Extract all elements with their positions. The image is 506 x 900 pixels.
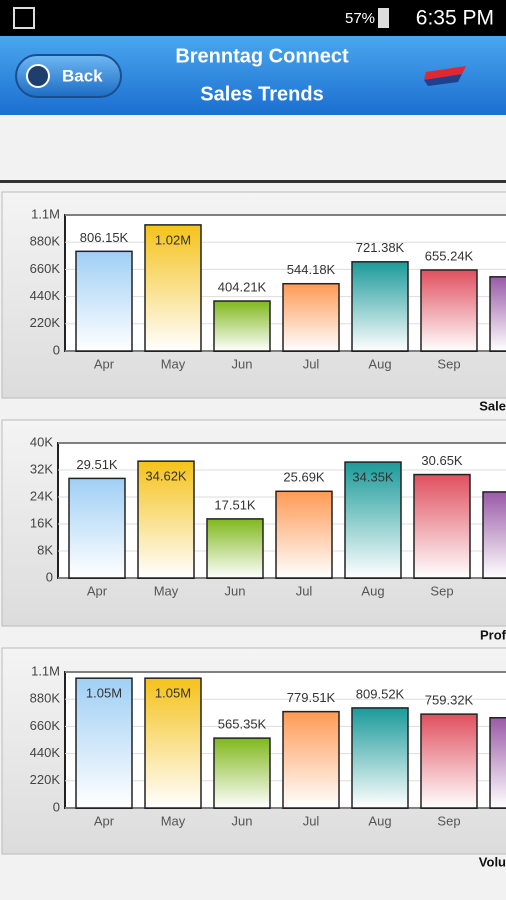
x-tick-label: Sep bbox=[430, 583, 453, 598]
x-tick-label: Sep bbox=[437, 356, 460, 371]
x-tick-label: Jun bbox=[232, 356, 253, 371]
x-tick-label: Jul bbox=[296, 583, 313, 598]
bar bbox=[420, 713, 478, 809]
bar bbox=[351, 261, 409, 352]
bar bbox=[75, 677, 133, 809]
value-label: 809.52K bbox=[356, 686, 405, 701]
value-label: 25.69K bbox=[283, 470, 325, 485]
value-label: 29.51K bbox=[76, 457, 118, 472]
x-tick-label: Jun bbox=[225, 583, 246, 598]
value-label: 806.15K bbox=[80, 230, 129, 245]
y-tick-label: 880K bbox=[30, 234, 61, 249]
y-tick-label: 0 bbox=[53, 342, 60, 357]
x-tick-label: Jul bbox=[303, 356, 320, 371]
y-tick-label: 1.1M bbox=[31, 663, 60, 678]
x-tick-label: May bbox=[161, 356, 186, 371]
x-tick-label: Jul bbox=[303, 813, 320, 828]
x-tick-label: Sep bbox=[437, 813, 460, 828]
logo-part bbox=[424, 74, 462, 86]
value-label: 565.35K bbox=[218, 717, 267, 732]
value-label: 1.02M bbox=[155, 232, 191, 247]
divider bbox=[0, 180, 506, 183]
gallery-icon bbox=[13, 7, 35, 29]
bar bbox=[144, 224, 202, 352]
back-label: Back bbox=[62, 66, 103, 85]
bar bbox=[213, 300, 271, 352]
page-title: Sales Trends bbox=[200, 83, 323, 105]
y-tick-label: 440K bbox=[30, 745, 61, 760]
y-tick-label: 0 bbox=[46, 569, 53, 584]
x-tick-label: May bbox=[154, 583, 179, 598]
bar bbox=[282, 710, 340, 809]
bar bbox=[282, 282, 340, 352]
value-label: 655.24K bbox=[425, 248, 474, 263]
x-axis-title: Sale bbox=[479, 398, 506, 413]
y-tick-label: 880K bbox=[30, 691, 61, 706]
bar bbox=[275, 490, 333, 579]
bar bbox=[489, 276, 506, 352]
bar bbox=[482, 491, 506, 579]
y-tick-label: 220K bbox=[30, 772, 61, 787]
value-label: 34.62K bbox=[145, 469, 187, 484]
y-tick-label: 40K bbox=[30, 434, 53, 449]
bar bbox=[489, 716, 506, 809]
value-label: 30.65K bbox=[421, 453, 463, 468]
x-tick-label: Apr bbox=[87, 583, 108, 598]
bar bbox=[213, 737, 271, 809]
y-tick-label: 440K bbox=[30, 288, 61, 303]
value-label: 34.35K bbox=[352, 470, 394, 485]
value-label: 721.38K bbox=[356, 240, 405, 255]
x-tick-label: Apr bbox=[94, 813, 115, 828]
value-label: 779.51K bbox=[287, 690, 336, 705]
y-tick-label: 1.1M bbox=[31, 206, 60, 221]
bar bbox=[344, 461, 402, 579]
x-tick-label: Jun bbox=[232, 813, 253, 828]
value-label: 544.18K bbox=[287, 262, 336, 277]
bar bbox=[420, 269, 478, 352]
x-tick-label: Aug bbox=[368, 356, 391, 371]
y-tick-label: 220K bbox=[30, 315, 61, 330]
y-tick-label: 660K bbox=[30, 718, 61, 733]
app-title: Brenntag Connect bbox=[175, 45, 349, 67]
y-tick-label: 660K bbox=[30, 261, 61, 276]
y-tick-label: 16K bbox=[30, 515, 53, 530]
value-label: 1.05M bbox=[155, 686, 191, 701]
y-tick-label: 0 bbox=[53, 799, 60, 814]
value-label: 17.51K bbox=[214, 497, 256, 512]
status-bar bbox=[0, 0, 506, 36]
y-tick-label: 32K bbox=[30, 461, 53, 476]
back-icon bbox=[26, 64, 50, 88]
x-tick-label: Apr bbox=[94, 356, 115, 371]
x-tick-label: May bbox=[161, 813, 186, 828]
battery-text: 57% bbox=[345, 10, 375, 27]
bar bbox=[144, 677, 202, 809]
value-label: 759.32K bbox=[425, 693, 474, 708]
value-label: 1.05M bbox=[86, 686, 122, 701]
y-tick-label: 24K bbox=[30, 488, 53, 503]
bar bbox=[137, 460, 195, 579]
time: 6:35 PM bbox=[416, 7, 494, 30]
x-tick-label: Aug bbox=[368, 813, 391, 828]
bar bbox=[351, 707, 409, 809]
battery-icon bbox=[378, 8, 389, 28]
bar bbox=[206, 518, 264, 579]
x-axis-title: Volu bbox=[479, 854, 506, 869]
y-tick-label: 8K bbox=[37, 542, 53, 557]
x-axis-title: Prof bbox=[480, 627, 506, 642]
value-label: 404.21K bbox=[218, 279, 267, 294]
bar bbox=[68, 477, 126, 579]
bar bbox=[413, 473, 471, 579]
bar bbox=[75, 250, 133, 352]
logo bbox=[424, 66, 466, 80]
x-tick-label: Aug bbox=[361, 583, 384, 598]
